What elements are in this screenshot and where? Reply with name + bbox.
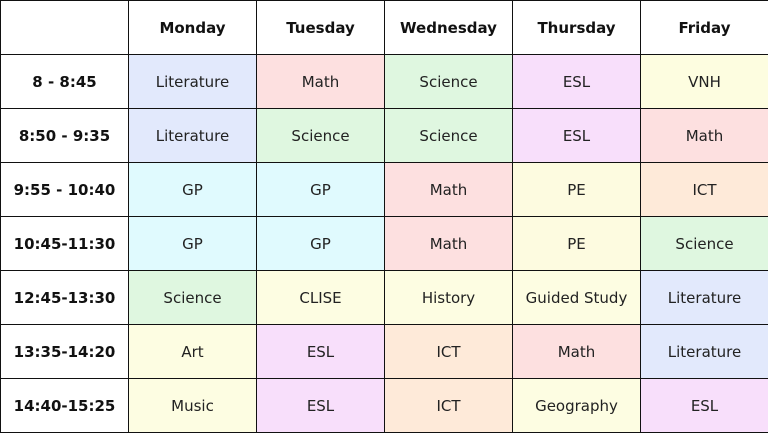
subject-cell: History xyxy=(385,271,513,325)
subject-cell: ICT xyxy=(385,325,513,379)
subject-cell: Literature xyxy=(641,325,768,379)
subject-cell: ESL xyxy=(513,109,641,163)
subject-cell: ICT xyxy=(385,379,513,433)
subject-cell: Science xyxy=(641,217,768,271)
subject-cell: Science xyxy=(257,109,385,163)
subject-cell: GP xyxy=(257,217,385,271)
subject-cell: Math xyxy=(641,109,768,163)
subject-cell: ESL xyxy=(513,55,641,109)
subject-cell: ICT xyxy=(641,163,768,217)
subject-cell: VNH xyxy=(641,55,768,109)
subject-cell: GP xyxy=(129,163,257,217)
subject-cell: Math xyxy=(385,163,513,217)
header-row: Monday Tuesday Wednesday Thursday Friday xyxy=(1,1,768,55)
subject-cell: PE xyxy=(513,217,641,271)
subject-cell: Math xyxy=(257,55,385,109)
time-slot: 13:35-14:20 xyxy=(1,325,129,379)
period-row: 14:40-15:25 Music ESL ICT Geography ESL xyxy=(1,379,768,433)
period-row: 12:45-13:30 Science CLISE History Guided… xyxy=(1,271,768,325)
subject-cell: Science xyxy=(385,55,513,109)
day-header-wednesday: Wednesday xyxy=(385,1,513,55)
subject-cell: Art xyxy=(129,325,257,379)
subject-cell: Guided Study xyxy=(513,271,641,325)
subject-cell: ESL xyxy=(257,379,385,433)
period-row: 8:50 - 9:35 Literature Science Science E… xyxy=(1,109,768,163)
time-slot: 12:45-13:30 xyxy=(1,271,129,325)
day-header-thursday: Thursday xyxy=(513,1,641,55)
subject-cell: ESL xyxy=(257,325,385,379)
subject-cell: Math xyxy=(513,325,641,379)
day-header-monday: Monday xyxy=(129,1,257,55)
subject-cell: Literature xyxy=(129,109,257,163)
day-header-tuesday: Tuesday xyxy=(257,1,385,55)
subject-cell: Music xyxy=(129,379,257,433)
subject-cell: GP xyxy=(129,217,257,271)
time-slot: 8 - 8:45 xyxy=(1,55,129,109)
subject-cell: GP xyxy=(257,163,385,217)
subject-cell: PE xyxy=(513,163,641,217)
subject-cell: ESL xyxy=(641,379,768,433)
period-row: 8 - 8:45 Literature Math Science ESL VNH xyxy=(1,55,768,109)
period-row: 9:55 - 10:40 GP GP Math PE ICT xyxy=(1,163,768,217)
subject-cell: Literature xyxy=(129,55,257,109)
period-row: 13:35-14:20 Art ESL ICT Math Literature xyxy=(1,325,768,379)
time-slot: 10:45-11:30 xyxy=(1,217,129,271)
timetable-body: 8 - 8:45 Literature Math Science ESL VNH… xyxy=(1,55,768,433)
time-slot: 9:55 - 10:40 xyxy=(1,163,129,217)
time-slot: 8:50 - 9:35 xyxy=(1,109,129,163)
subject-cell: Geography xyxy=(513,379,641,433)
subject-cell: Literature xyxy=(641,271,768,325)
day-header-friday: Friday xyxy=(641,1,768,55)
subject-cell: CLISE xyxy=(257,271,385,325)
subject-cell: Science xyxy=(129,271,257,325)
subject-cell: Math xyxy=(385,217,513,271)
time-slot: 14:40-15:25 xyxy=(1,379,129,433)
corner-cell xyxy=(1,1,129,55)
subject-cell: Science xyxy=(385,109,513,163)
period-row: 10:45-11:30 GP GP Math PE Science xyxy=(1,217,768,271)
